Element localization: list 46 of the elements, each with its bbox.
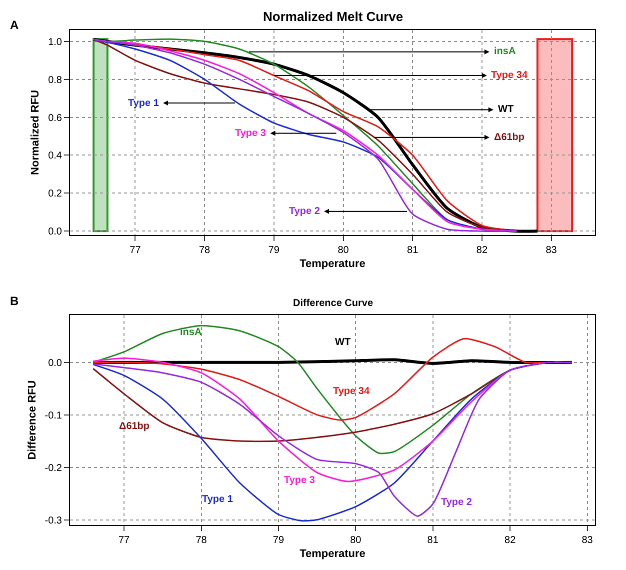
annotation: Type 3 — [235, 128, 266, 139]
annotation: insA — [494, 46, 516, 57]
y-tick-label: -0.3 — [44, 515, 62, 526]
annotation: Δ61bp — [494, 132, 525, 143]
y-tick-label: 0.2 — [48, 188, 62, 200]
annotation: Δ61bp — [119, 421, 150, 432]
annotation: Type 1 — [202, 494, 234, 505]
x-tick-label: 78 — [196, 535, 208, 546]
y-axis-title: Normalized RFU — [30, 90, 42, 175]
x-tick-label: 83 — [546, 244, 558, 256]
annotation: Type 34 — [491, 70, 528, 81]
x-tick-label: 77 — [118, 535, 130, 546]
x-tick-label: 78 — [198, 244, 211, 256]
chart-title: Normalized Melt Curve — [263, 9, 404, 24]
annotation: insA — [180, 327, 202, 338]
y-tick-label: 0.4 — [48, 150, 62, 162]
y-tick-label: -0.2 — [44, 462, 62, 474]
annotation: WT — [335, 337, 351, 348]
y-tick-label: 0.0 — [48, 358, 62, 369]
x-tick-label: 79 — [272, 535, 284, 546]
annotation: Type 1 — [128, 98, 160, 109]
annotation: WT — [498, 104, 514, 115]
x-tick-label: 80 — [350, 535, 362, 546]
chart-title: Difference Curve — [293, 298, 374, 309]
x-tick-label: 77 — [130, 244, 142, 256]
x-tick-label: 81 — [407, 244, 419, 256]
x-tick-label: 82 — [504, 535, 516, 546]
annotation: Type 34 — [333, 386, 370, 397]
x-tick-label: 79 — [268, 244, 280, 256]
annotation: Type 2 — [289, 206, 320, 217]
x-tick-label: 82 — [476, 244, 488, 256]
x-tick-label: 83 — [582, 535, 594, 546]
y-tick-label: 0.0 — [48, 226, 62, 238]
y-tick-label: 0.6 — [48, 112, 62, 124]
x-axis-title: Temperature — [300, 548, 366, 560]
y-tick-label: 0.8 — [48, 74, 62, 86]
y-tick-label: -0.1 — [44, 410, 62, 422]
y-tick-label: 1.0 — [48, 36, 62, 48]
text: B — [10, 294, 19, 308]
x-axis-title: Temperature — [300, 258, 366, 270]
text: A — [10, 18, 19, 32]
x-tick-label: 81 — [427, 535, 439, 546]
x-tick-label: 80 — [338, 244, 350, 256]
annotation: Type 2 — [441, 497, 472, 508]
y-axis-title: Difference RFU — [26, 380, 38, 460]
annotation: Type 3 — [284, 475, 316, 486]
